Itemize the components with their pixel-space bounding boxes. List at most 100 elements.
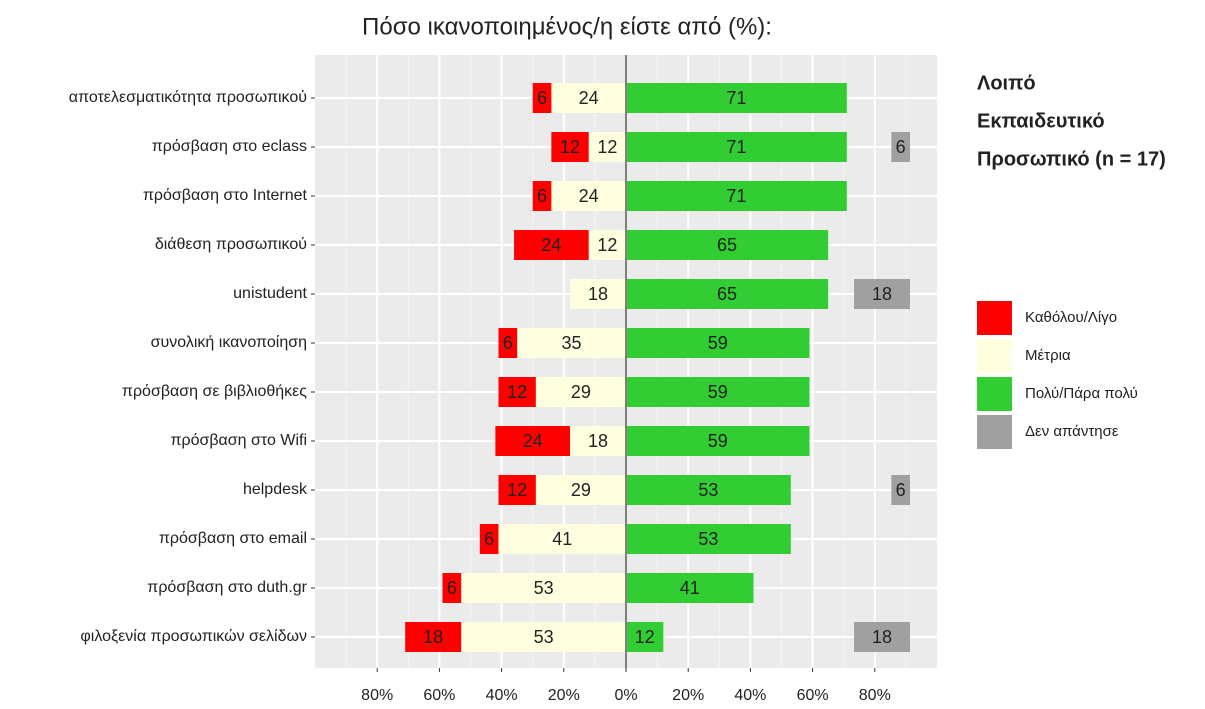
x-tick-label: 60% [797, 687, 829, 704]
bar-segment [626, 573, 754, 603]
annotation: Προσωπικό (n = 17) [977, 148, 1166, 170]
data-label: 6 [484, 529, 494, 549]
bar-segment [514, 230, 589, 260]
bar-segment [626, 426, 810, 456]
y-tick-label: helpdesk [243, 481, 308, 498]
data-label: 71 [726, 88, 746, 108]
bar-segment [854, 279, 910, 309]
bar-segment [498, 475, 536, 505]
bar-segment [532, 83, 552, 113]
data-label: 12 [635, 627, 655, 647]
x-tick-label: 20% [548, 687, 580, 704]
y-tick-label: unistudent [233, 285, 307, 302]
bar-segment [891, 475, 910, 505]
bar-segment [854, 622, 910, 652]
bar-segment [535, 475, 626, 505]
bar-segment [626, 132, 847, 162]
y-tick-label: διάθεση προσωπικού [155, 236, 307, 253]
data-label: 29 [571, 480, 591, 500]
data-label: 6 [447, 578, 457, 598]
legend-label: Μέτρια [1025, 347, 1071, 364]
bar-segment [517, 328, 626, 358]
bar-segment [626, 181, 847, 211]
y-tick-label: πρόσβαση στο duth.gr [147, 579, 307, 596]
data-label: 53 [534, 578, 554, 598]
data-label: 35 [562, 333, 582, 353]
data-label: 59 [708, 431, 728, 451]
bar-segment [626, 524, 791, 554]
data-label: 24 [579, 186, 599, 206]
annotation: Λοιπό [977, 72, 1036, 94]
data-label: 71 [726, 137, 746, 157]
data-label: 12 [597, 137, 617, 157]
bar-segment [442, 573, 462, 603]
chart-title: Πόσο ικανοποιημένος/η είστε από (%): [362, 13, 772, 40]
bar-segment [495, 426, 571, 456]
bar-segment [551, 132, 589, 162]
bar-segment [535, 377, 626, 407]
bar-segment [626, 83, 847, 113]
bar-segment [588, 230, 626, 260]
data-label: 12 [507, 382, 527, 402]
data-label: 53 [698, 529, 718, 549]
bar-segment [626, 622, 664, 652]
y-tick-label: φιλοξενία προσωπικών σελίδων [80, 628, 307, 645]
x-tick-label: 80% [859, 687, 891, 704]
x-tick-label: 80% [361, 687, 393, 704]
data-label: 6 [896, 137, 906, 157]
bar-segment [461, 573, 626, 603]
x-tick-label: 40% [734, 687, 766, 704]
bar-segment [551, 83, 626, 113]
bar-segment [498, 524, 626, 554]
data-label: 6 [896, 480, 906, 500]
bar-segment [626, 377, 810, 407]
data-label: 24 [579, 88, 599, 108]
bar-segment [551, 181, 626, 211]
data-label: 18 [588, 284, 608, 304]
legend-label: Πολύ/Πάρα πολύ [1025, 385, 1138, 402]
data-label: 6 [503, 333, 513, 353]
bar-segment [532, 181, 552, 211]
data-label: 6 [537, 88, 547, 108]
data-label: 12 [597, 235, 617, 255]
bar-segment [891, 132, 910, 162]
data-label: 18 [872, 284, 892, 304]
data-label: 12 [560, 137, 580, 157]
bar-segment [405, 622, 462, 652]
data-label: 59 [708, 333, 728, 353]
bar-segment [498, 377, 536, 407]
data-label: 18 [872, 627, 892, 647]
data-label: 12 [507, 480, 527, 500]
bar-segment [498, 328, 518, 358]
y-tick-label: αποτελεσματικότητα προσωπικού [69, 89, 307, 106]
data-label: 71 [726, 186, 746, 206]
data-label: 65 [717, 284, 737, 304]
data-label: 41 [680, 578, 700, 598]
bar-segment [479, 524, 499, 554]
y-tick-label: πρόσβαση στο eclass [152, 138, 307, 155]
bar-segment [588, 132, 626, 162]
legend-key [977, 415, 1012, 449]
x-tick-label: 20% [672, 687, 704, 704]
bar-segment [626, 328, 810, 358]
bar-segment [461, 622, 626, 652]
legend-label: Δεν απάντησε [1025, 423, 1119, 440]
legend-label: Καθόλου/Λίγο [1025, 309, 1117, 326]
y-tick-label: πρόσβαση σε βιβλιοθήκες [122, 383, 307, 400]
bar-segment [570, 426, 626, 456]
legend-key [977, 301, 1012, 335]
data-label: 6 [537, 186, 547, 206]
data-label: 53 [698, 480, 718, 500]
legend-key [977, 377, 1012, 411]
data-label: 24 [541, 235, 561, 255]
y-tick-label: πρόσβαση στο Internet [143, 187, 308, 204]
data-label: 65 [717, 235, 737, 255]
data-label: 59 [708, 382, 728, 402]
bar-segment [626, 475, 791, 505]
data-label: 18 [423, 627, 443, 647]
x-tick-label: 40% [486, 687, 518, 704]
data-label: 53 [534, 627, 554, 647]
bar-segment [626, 279, 829, 309]
y-tick-label: πρόσβαση στο email [159, 530, 307, 547]
